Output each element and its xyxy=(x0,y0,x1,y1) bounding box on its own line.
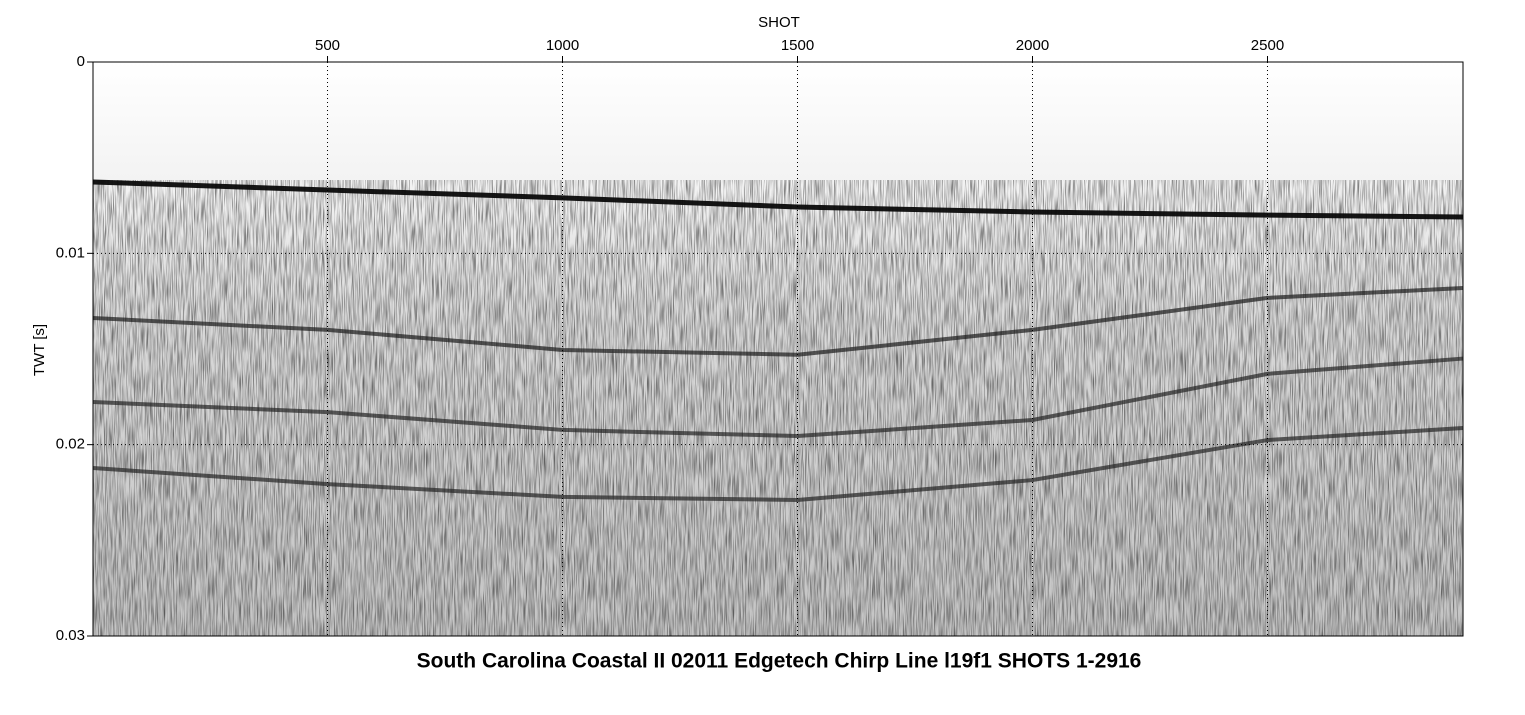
y-axis-label: TWT [s] xyxy=(31,324,48,376)
x-tick-label: 1500 xyxy=(781,37,814,54)
reflector xyxy=(92,426,1464,502)
x-tick-label: 2500 xyxy=(1251,37,1284,54)
x-tick-label: 500 xyxy=(315,37,340,54)
x-tick-label: 2000 xyxy=(1016,37,1049,54)
y-tick-label: 0 xyxy=(77,53,85,70)
x-axis-label: SHOT xyxy=(758,14,800,31)
plot-frame xyxy=(92,61,1464,637)
x-tick-label: 1000 xyxy=(546,37,579,54)
y-tick-label: 0.01 xyxy=(56,244,85,261)
chart-title: South Carolina Coastal II 02011 Edgetech… xyxy=(417,650,1142,673)
y-tick-label: 0.03 xyxy=(56,627,85,644)
y-tick-label: 0.02 xyxy=(56,436,85,453)
reflector xyxy=(92,356,1464,439)
section-image xyxy=(93,62,1463,636)
